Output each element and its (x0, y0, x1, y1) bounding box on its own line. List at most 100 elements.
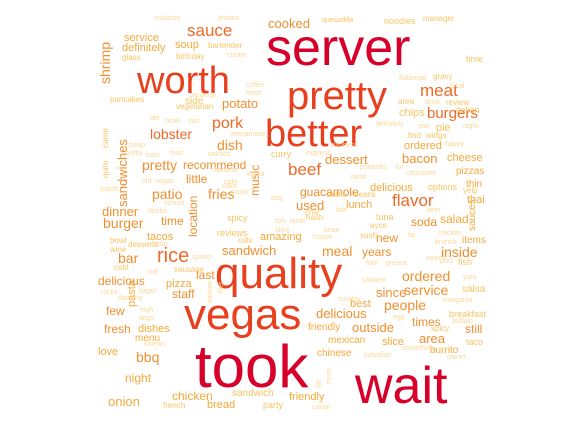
cloud-word: party (263, 400, 284, 410)
cloud-word: filet (218, 282, 225, 293)
cloud-word: italian (456, 105, 480, 115)
cloud-word: chinese (317, 348, 352, 359)
cloud-word: pizza (166, 278, 192, 290)
cloud-word: better (265, 113, 363, 155)
cloud-word: sauce (187, 21, 233, 40)
cloud-word: manager (423, 14, 455, 23)
cloud-word: cake (222, 183, 237, 190)
cloud-word: mexican (328, 335, 366, 346)
cloud-word: best (350, 298, 371, 310)
cloud-word: cooked (268, 16, 310, 31)
cloud-word: guacamole (300, 185, 359, 199)
cloud-word: items (462, 235, 486, 246)
cloud-word: outside (352, 320, 394, 335)
cloud-word: korean (144, 341, 166, 348)
cloud-word: music (248, 164, 262, 196)
cloud-word: since (376, 285, 407, 300)
cloud-word: cream (227, 52, 247, 59)
cloud-word: mari (170, 150, 184, 157)
cloud-word: area (398, 97, 415, 106)
cloud-word: bread (207, 399, 236, 411)
cloud-word: thin (466, 179, 483, 190)
cloud-word: pretty (287, 74, 388, 118)
cloud-word: onion (108, 394, 140, 409)
cloud-word: lunch (346, 199, 373, 211)
cloud-word: gravy (433, 72, 453, 81)
cloud-word: definitely (122, 42, 166, 54)
cloud-word: taco (466, 337, 484, 347)
cloud-word: bean (324, 227, 340, 234)
cloud-word: bowl (110, 236, 127, 245)
cloud-word: photos (218, 15, 240, 22)
cloud-word: friendly (289, 391, 325, 403)
cloud-word: happy (445, 141, 465, 148)
cloud-word: sushi (360, 231, 379, 240)
cloud-word: fish (458, 257, 473, 267)
cloud-word: dogs (139, 315, 155, 322)
cloud-word: server (266, 19, 411, 77)
cloud-word: nachos (208, 151, 231, 158)
cloud-word: soup (175, 39, 199, 51)
cloud-word: shrimp (97, 41, 113, 84)
cloud-word: area (419, 331, 446, 346)
cloud-word: still (465, 322, 483, 336)
cloud-word: hash (306, 213, 324, 222)
cloud-word: chicken (438, 230, 462, 237)
cloud-word: pie (436, 122, 451, 134)
cloud-word: new (376, 231, 399, 245)
cloud-word: few (106, 304, 125, 318)
cloud-word: buffalo (452, 318, 473, 325)
cloud-word: pittsburgh (190, 93, 217, 99)
cloud-word: dessert (325, 152, 368, 167)
cloud-word: house (313, 234, 333, 241)
cloud-word: chips (399, 107, 425, 119)
cloud-word: time (161, 214, 184, 228)
cloud-word: menu (135, 333, 161, 344)
cloud-word: quesadilla (322, 17, 354, 24)
cloud-word: crust (232, 189, 248, 196)
cloud-word: pretty (125, 150, 143, 157)
cloud-word: bagel (139, 288, 157, 295)
cloud-word: quality (215, 249, 343, 298)
cloud-word: mom (326, 368, 333, 384)
cloud-word: caviar (312, 404, 331, 411)
cloud-word: cheese (447, 152, 483, 164)
cloud-word: life (316, 379, 323, 388)
cloud-word: french (163, 401, 186, 410)
cloud-word: last (196, 268, 215, 282)
cloud-word: dishes (138, 323, 170, 335)
cloud-word: cheap (126, 142, 146, 149)
cloud-word: brunch (435, 239, 457, 246)
cloud-word: vegetarian (176, 102, 214, 111)
cloud-word: birthday (176, 52, 205, 61)
cloud-word: local (450, 83, 465, 90)
cloud-word: salad (440, 212, 469, 226)
cloud-word: steak (350, 174, 367, 181)
cloud-word: bar (118, 250, 139, 266)
cloud-word: sandwich (222, 243, 277, 258)
cloud-word: curry (271, 149, 291, 159)
cloud-word: beer (427, 207, 442, 214)
cloud-word: tofu (275, 218, 287, 225)
cloud-word: review (446, 98, 470, 107)
cloud-word: fresh (104, 322, 131, 336)
cloud-word: lobster (150, 126, 193, 142)
cloud-word: vegas (184, 290, 302, 339)
cloud-word: patio (152, 186, 183, 202)
cloud-word: cafe (224, 179, 238, 186)
cloud-word: options (428, 182, 458, 192)
cloud-word: burgers (427, 105, 478, 122)
cloud-word: express (306, 150, 331, 157)
cloud-word: delicious (98, 274, 145, 288)
cloud-word: coffee (246, 82, 265, 89)
cloud-word: service (404, 282, 449, 298)
cloud-word: hawaiian (364, 352, 392, 359)
cloud-word: carne (101, 127, 110, 148)
cloud-word: definitely (376, 121, 404, 128)
cloud-word: breakfast (449, 309, 487, 319)
cloud-word: used (296, 198, 325, 213)
cloud-word: pizzas (456, 166, 485, 177)
cloud-word: salsa (462, 284, 486, 295)
cloud-word: location (186, 195, 200, 237)
